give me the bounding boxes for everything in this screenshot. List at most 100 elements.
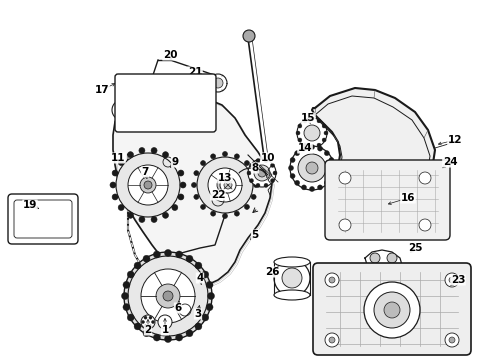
Circle shape — [202, 314, 208, 321]
Text: 11: 11 — [110, 153, 125, 163]
Text: 5: 5 — [251, 230, 258, 240]
Circle shape — [142, 330, 150, 337]
Circle shape — [200, 161, 205, 166]
Circle shape — [153, 334, 160, 341]
Circle shape — [224, 181, 231, 189]
Circle shape — [112, 100, 132, 120]
Circle shape — [134, 262, 141, 269]
Circle shape — [143, 181, 152, 189]
Circle shape — [210, 211, 215, 216]
Circle shape — [309, 145, 313, 149]
Circle shape — [141, 320, 144, 324]
Circle shape — [185, 330, 193, 337]
Circle shape — [297, 154, 325, 182]
Circle shape — [164, 249, 171, 256]
Circle shape — [175, 334, 182, 341]
Circle shape — [270, 163, 274, 167]
Circle shape — [141, 269, 195, 323]
Text: 13: 13 — [217, 173, 232, 183]
Circle shape — [288, 166, 293, 171]
Circle shape — [303, 143, 306, 147]
Circle shape — [324, 150, 329, 156]
Circle shape — [294, 150, 299, 156]
Circle shape — [200, 204, 205, 210]
Circle shape — [301, 185, 306, 190]
Circle shape — [316, 119, 320, 123]
Circle shape — [234, 154, 239, 159]
Circle shape — [289, 174, 294, 179]
Circle shape — [316, 143, 320, 147]
FancyBboxPatch shape — [312, 263, 470, 355]
Circle shape — [163, 291, 173, 301]
Circle shape — [328, 337, 334, 343]
Polygon shape — [113, 95, 271, 285]
Circle shape — [289, 157, 294, 162]
Circle shape — [309, 186, 314, 192]
Circle shape — [317, 146, 322, 151]
Circle shape — [325, 333, 338, 347]
Circle shape — [253, 165, 269, 181]
FancyBboxPatch shape — [325, 160, 449, 240]
Circle shape — [296, 118, 326, 148]
Circle shape — [143, 99, 152, 107]
Circle shape — [273, 260, 309, 296]
Circle shape — [444, 333, 458, 347]
Circle shape — [207, 292, 214, 300]
Circle shape — [162, 212, 168, 218]
Text: 22: 22 — [210, 190, 225, 200]
Circle shape — [328, 277, 334, 283]
Circle shape — [217, 177, 232, 193]
Circle shape — [448, 277, 454, 283]
Text: 1: 1 — [161, 325, 168, 335]
Circle shape — [220, 177, 236, 193]
Circle shape — [162, 152, 168, 158]
Circle shape — [118, 159, 124, 166]
Circle shape — [244, 161, 249, 166]
Circle shape — [142, 255, 150, 262]
Circle shape — [222, 152, 227, 157]
Circle shape — [124, 252, 212, 340]
Circle shape — [178, 170, 183, 176]
Circle shape — [386, 253, 396, 263]
Circle shape — [295, 131, 299, 135]
Circle shape — [139, 148, 144, 153]
Circle shape — [322, 124, 325, 128]
Text: 25: 25 — [407, 243, 421, 253]
Circle shape — [158, 315, 172, 329]
Text: 4: 4 — [196, 273, 203, 283]
Text: 6: 6 — [174, 303, 181, 313]
Circle shape — [175, 251, 182, 258]
Circle shape — [418, 172, 430, 184]
Circle shape — [149, 325, 152, 328]
Circle shape — [127, 271, 134, 278]
Circle shape — [258, 169, 265, 177]
Circle shape — [164, 336, 171, 342]
Text: 18: 18 — [121, 113, 135, 123]
Circle shape — [126, 99, 134, 107]
Circle shape — [202, 271, 208, 278]
Circle shape — [213, 78, 223, 88]
Circle shape — [282, 268, 302, 288]
Circle shape — [128, 256, 207, 336]
Circle shape — [197, 157, 252, 213]
Circle shape — [222, 213, 227, 219]
Circle shape — [195, 323, 202, 330]
Circle shape — [193, 171, 199, 176]
Text: 19: 19 — [23, 200, 37, 210]
Circle shape — [270, 179, 274, 183]
Text: 17: 17 — [95, 85, 109, 95]
Circle shape — [112, 170, 118, 176]
Circle shape — [247, 159, 275, 187]
Circle shape — [127, 152, 133, 158]
Circle shape — [134, 323, 141, 330]
Ellipse shape — [273, 290, 309, 300]
Circle shape — [324, 180, 329, 185]
Circle shape — [178, 194, 183, 200]
Text: 2: 2 — [144, 325, 151, 335]
Circle shape — [122, 282, 130, 288]
Circle shape — [195, 262, 202, 269]
Circle shape — [378, 199, 390, 211]
Circle shape — [143, 316, 147, 319]
Circle shape — [122, 303, 130, 311]
Text: 3: 3 — [194, 309, 201, 319]
